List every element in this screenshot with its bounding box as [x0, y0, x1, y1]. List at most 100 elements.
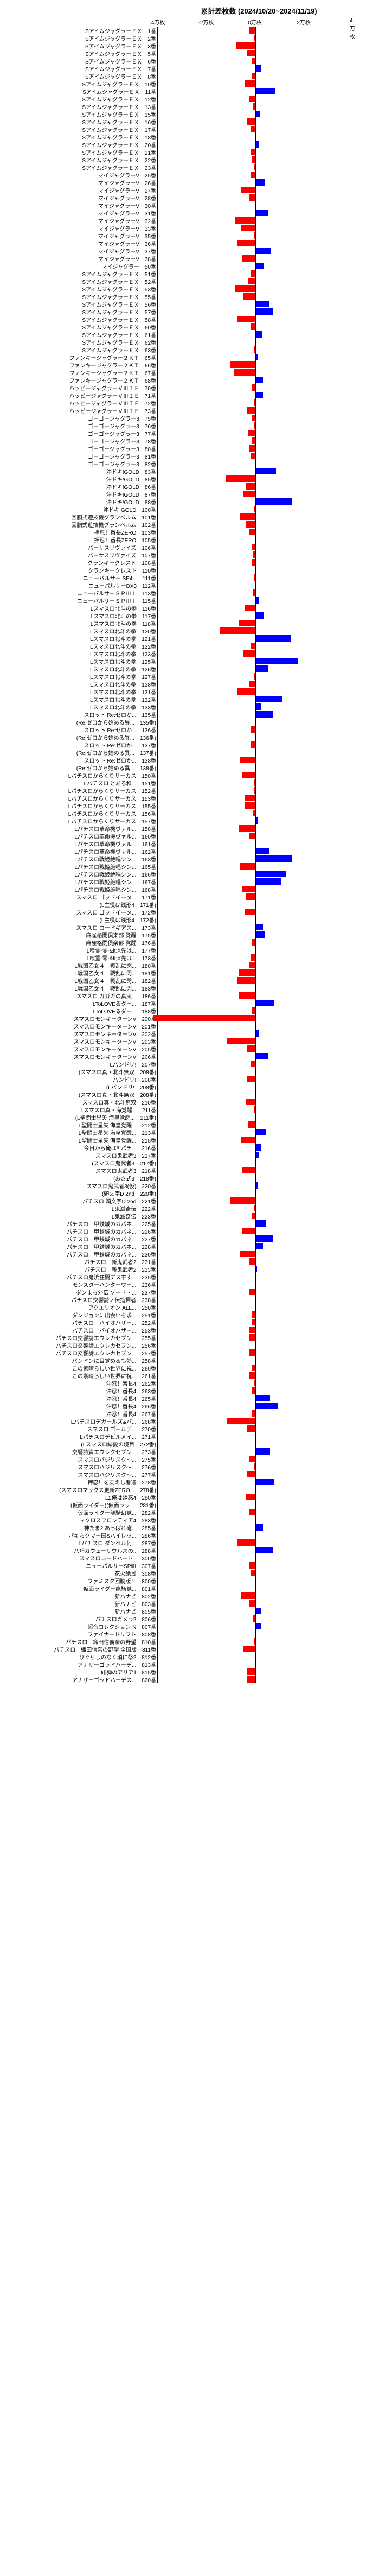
- bar-area: [157, 642, 353, 650]
- bar-area: [157, 1653, 353, 1660]
- bar-area: [157, 1204, 353, 1212]
- bar: [255, 1524, 263, 1531]
- row-label: パチスロ 甲鉄城のカバネ... 228番: [5, 1242, 157, 1251]
- bar-area: [157, 133, 353, 141]
- row-label: Lスマスロ北斗の拳 123番: [5, 650, 157, 658]
- bar-area: [157, 741, 353, 748]
- bar: [249, 1509, 255, 1515]
- row-label: Lパチスロ ダンベル何... 287番: [5, 1539, 157, 1547]
- chart-row: 沖忍！番長4 263番: [5, 1387, 361, 1394]
- row-label: 回胴式遊技機グランベルム 101番: [5, 513, 157, 521]
- row-label: 押忍！番長ZERO 105番: [5, 536, 157, 544]
- chart-row: Lパチスロからくりサーカス 155番: [5, 802, 361, 809]
- row-label: マイジャグラーV 31番: [5, 209, 157, 217]
- chart-row: (L主役は銭形4 171番): [5, 900, 361, 908]
- bar-area: [157, 1615, 353, 1622]
- row-label: Lパチスロからくりサーカス 155番: [5, 802, 157, 810]
- bar-area: [157, 95, 353, 103]
- row-label: バキちクマー国&パイレッ... 286番: [5, 1531, 157, 1539]
- bar-area: [157, 1645, 353, 1653]
- bar-area: [157, 452, 353, 460]
- chart-row: パチスロ 頭文字D 2nd 221番: [5, 1197, 361, 1204]
- row-label: 交響詩篇エウレクセブン... 273番: [5, 1448, 157, 1456]
- chart-row: スマスロモンキーターンV 202番: [5, 1030, 361, 1037]
- bar-area: [157, 399, 353, 407]
- chart-row: ファンキージャグラー２ＫＴ 65番: [5, 353, 361, 361]
- chart-row: L喰霊-零-&lt;X先は... 177番: [5, 946, 361, 954]
- chart-row: パチスロ 織田信奈の野望 全国版 811番: [5, 1645, 361, 1653]
- bar-area: [157, 946, 353, 954]
- bar-area: [157, 42, 353, 49]
- bar-area: [157, 1546, 353, 1554]
- bar-area: [157, 1501, 353, 1508]
- chart-row: ゴーゴージャグラー3 80番: [5, 445, 361, 452]
- bar: [247, 1425, 255, 1432]
- bar-area: [157, 779, 353, 786]
- chart-row: 沖忍！番長4 265番: [5, 1394, 361, 1402]
- bar-area: [157, 1106, 353, 1113]
- row-label: Lスマスロ北斗の拳 125番: [5, 657, 157, 665]
- row-label: パチスロ 甲鉄城のカバネ... 225番: [5, 1220, 157, 1228]
- bar: [251, 643, 255, 649]
- bar: [247, 50, 255, 56]
- bar: [252, 1387, 255, 1394]
- bar: [249, 1327, 255, 1333]
- bar-area: [157, 1121, 353, 1128]
- chart-row: Lパチスロからくりサーカス 156番: [5, 809, 361, 817]
- chart-row: Lスマスロ真・海覚醒... 211番: [5, 1106, 361, 1113]
- chart-row: ニューパルサーＳＰⅢⅠ 113番: [5, 589, 361, 597]
- chart-row: L喰霊-零-&lt;X先は... 178番: [5, 954, 361, 961]
- row-label: 沖忍！番長4 266番: [5, 1402, 157, 1410]
- chart-row: 沖ドキ!GOLD 100番: [5, 505, 361, 513]
- row-label: スマスロモンキーターンV 203番: [5, 1037, 157, 1045]
- row-label: 麻雀格闘倶楽部 覚醒 175番: [5, 931, 157, 939]
- bar: [255, 871, 286, 877]
- row-label: スマスロモンキーターンV 201番: [5, 1022, 157, 1030]
- chart-row: パチスロ 織田信義奈の野望 810番: [5, 1638, 361, 1645]
- bar: [239, 969, 256, 976]
- bar: [249, 962, 255, 968]
- chart-row: スマスロ鬼武者3(仮) 220番: [5, 1182, 361, 1189]
- bar-area: [157, 999, 353, 1007]
- bar: [249, 681, 255, 687]
- bar: [255, 1129, 266, 1135]
- row-label: (Lパンドリ! 208番): [5, 1083, 157, 1091]
- bar-area: [157, 277, 353, 285]
- bar-area: [157, 1463, 353, 1470]
- x-tick-label: -4万枚: [150, 18, 165, 26]
- bar-area: [157, 1098, 353, 1106]
- chart-row: Lスマスロ北斗の拳 125番: [5, 657, 361, 665]
- bar-area: [157, 1182, 353, 1189]
- bar-area: [157, 961, 353, 969]
- row-label: Lスマスロ北斗の拳 127番: [5, 672, 157, 681]
- bar-area: [157, 1273, 353, 1280]
- bar: [255, 179, 265, 186]
- bar-area: [157, 1410, 353, 1417]
- row-label: 押忍！を支えし者達 278番: [5, 1478, 157, 1486]
- bar-area: [157, 870, 353, 878]
- chart-row: (L聖闘士星矢 海皇覚醒... 211番): [5, 1113, 361, 1121]
- row-label: クランキークレスト 110番: [5, 566, 157, 574]
- row-label: スマスロモンキーターンV 206番: [5, 1052, 157, 1061]
- bar-area: [157, 756, 353, 764]
- chart-row: (スマスロマックス更新ZERO... 278番): [5, 1486, 361, 1493]
- bar: [247, 118, 255, 125]
- chart-row: SアイムジャグラーＥＸ 10番: [5, 80, 361, 87]
- row-label: 仮面ライダー龍騎幻覚... 282番: [5, 1508, 157, 1517]
- chart-title: 累計差枚数 (2024/10/20~2024/11/19): [157, 5, 361, 16]
- bar-area: [157, 1577, 353, 1584]
- chart-row: スマスロモンキーターンV 205番: [5, 1045, 361, 1052]
- row-label: ニューパルサーDX3 112番: [5, 581, 157, 589]
- bar: [255, 711, 273, 718]
- chart-row: SアイムジャグラーＥＸ 5番: [5, 49, 361, 57]
- bar-area: [157, 270, 353, 277]
- bar-area: [157, 992, 353, 999]
- chart-row: Lパチスロからくりサーカス 152番: [5, 786, 361, 794]
- chart-row: SアイムジャグラーＥＸ 61番: [5, 331, 361, 338]
- chart-row: SアイムジャグラーＥＸ 57番: [5, 308, 361, 315]
- bar-area: [157, 1144, 353, 1151]
- bar-area: [157, 445, 353, 452]
- row-label: 花火絶景 308番: [5, 1569, 157, 1577]
- chart-row: Lパチスロデビルメイ... 271番: [5, 1432, 361, 1440]
- bar-area: [157, 733, 353, 741]
